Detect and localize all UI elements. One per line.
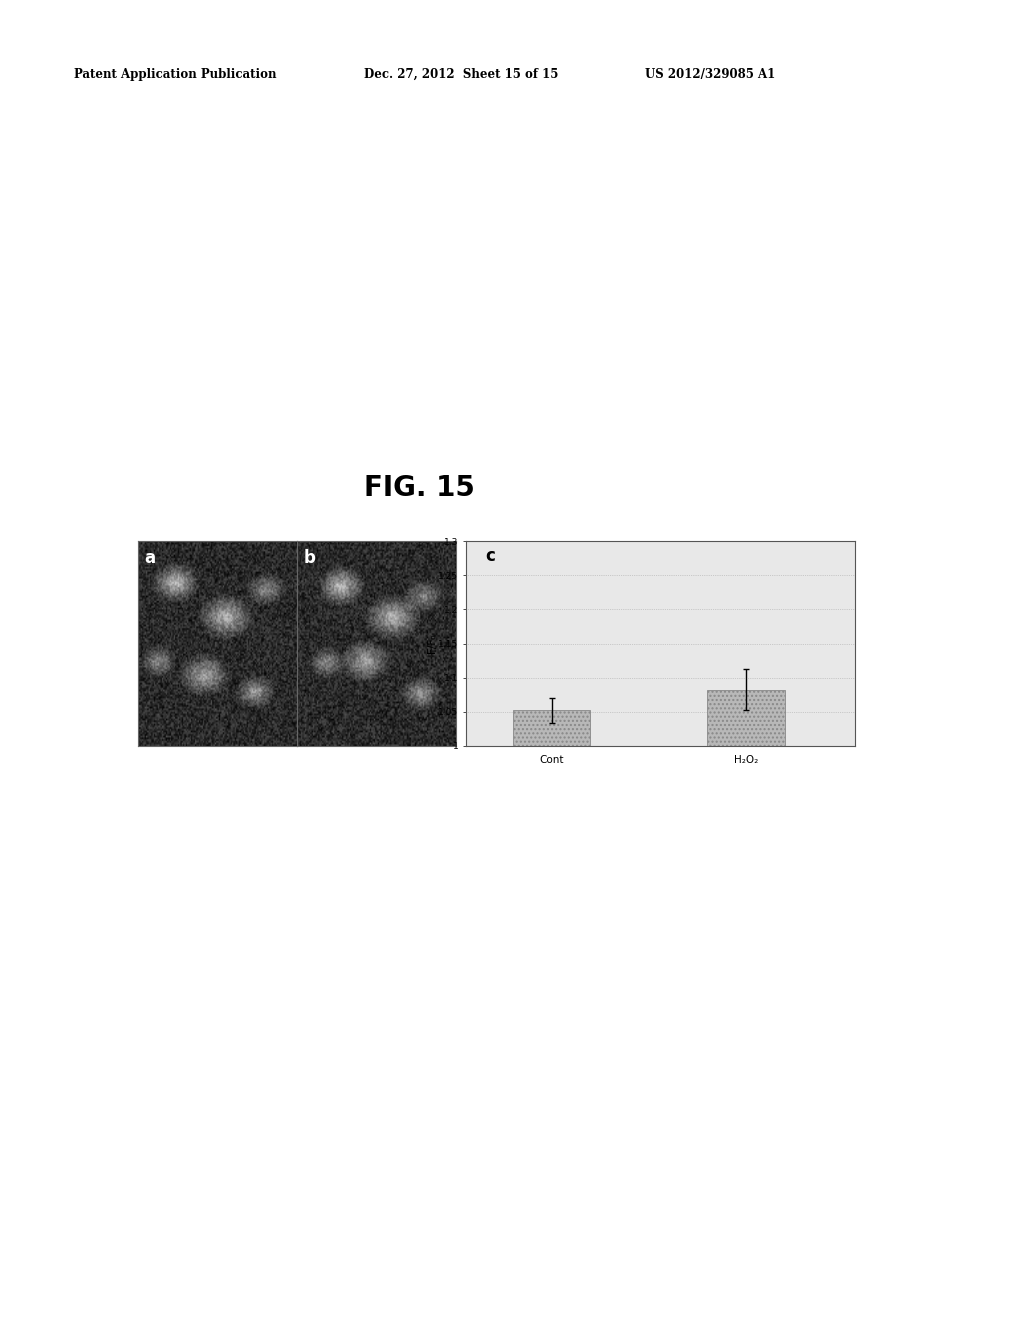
Text: b: b — [303, 549, 315, 568]
Text: Patent Application Publication: Patent Application Publication — [74, 69, 276, 81]
Text: c: c — [485, 548, 496, 565]
Text: FIG. 15: FIG. 15 — [365, 474, 475, 502]
Text: Cont: Cont — [540, 755, 564, 764]
Bar — [513, 710, 591, 1320]
Text: Dec. 27, 2012  Sheet 15 of 15: Dec. 27, 2012 Sheet 15 of 15 — [364, 69, 558, 81]
Bar — [708, 690, 785, 1320]
Text: a: a — [144, 549, 156, 568]
Y-axis label: F/F₀: F/F₀ — [427, 634, 437, 653]
Text: H₂O₂: H₂O₂ — [734, 755, 758, 764]
Text: US 2012/329085 A1: US 2012/329085 A1 — [645, 69, 775, 81]
